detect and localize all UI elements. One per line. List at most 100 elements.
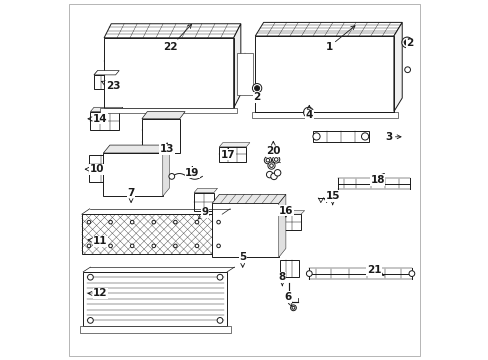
Text: 6: 6 [284,292,291,306]
Text: 18: 18 [370,174,384,185]
Bar [80,326,230,333]
Circle shape [404,67,409,73]
Text: 19: 19 [185,167,199,178]
Polygon shape [393,22,402,112]
Circle shape [312,133,320,140]
Polygon shape [142,112,185,119]
Bar [81,214,222,254]
Polygon shape [94,71,119,75]
Polygon shape [282,211,304,214]
Polygon shape [104,24,240,38]
Polygon shape [194,188,217,193]
Circle shape [87,244,91,248]
Polygon shape [255,22,402,36]
Text: 1: 1 [325,26,354,52]
Circle shape [291,306,294,309]
Bar [104,38,233,108]
Text: 5: 5 [239,252,246,267]
Bar [103,153,163,196]
Circle shape [87,220,91,224]
Bar [279,260,298,277]
Bar [262,86,286,103]
Bar [194,193,213,211]
Bar [142,119,179,153]
Circle shape [408,271,414,276]
Polygon shape [163,145,169,196]
Text: 12: 12 [88,288,107,298]
Text: 13: 13 [160,143,174,154]
Bar [236,53,253,95]
Circle shape [401,37,412,48]
Circle shape [306,271,311,276]
Circle shape [270,173,277,180]
Polygon shape [112,148,117,182]
Circle shape [303,107,313,117]
Bar [110,81,130,101]
Polygon shape [233,24,240,108]
Bar [104,38,233,108]
Text: 22: 22 [163,24,191,52]
Bar [83,272,227,326]
Bar [210,81,229,101]
Text: 21: 21 [366,265,384,276]
Polygon shape [278,194,285,257]
Text: 20: 20 [265,141,280,156]
Circle shape [216,220,220,224]
Text: 7: 7 [127,188,135,202]
Bar [282,214,301,230]
Text: 11: 11 [88,236,107,246]
Polygon shape [219,143,249,147]
Circle shape [217,274,223,280]
Circle shape [269,164,273,167]
Text: 15: 15 [325,191,339,204]
Circle shape [108,220,112,224]
Bar [255,36,393,112]
Bar [255,36,393,112]
Text: 16: 16 [278,206,292,217]
Circle shape [216,244,220,248]
Circle shape [152,220,155,224]
Text: 2: 2 [253,92,260,102]
Circle shape [87,274,93,280]
Polygon shape [103,145,169,153]
Bar [312,131,368,142]
Text: 9: 9 [198,207,208,219]
Text: 8: 8 [278,272,285,285]
Text: 14: 14 [88,114,107,124]
Polygon shape [90,107,122,112]
Circle shape [265,158,269,162]
Circle shape [130,220,134,224]
Circle shape [195,220,199,224]
Circle shape [108,244,112,248]
Bar [219,147,246,162]
Circle shape [152,244,155,248]
Bar [101,108,237,113]
Circle shape [274,158,277,161]
Circle shape [130,244,134,248]
Circle shape [404,40,409,45]
Circle shape [254,86,259,91]
Circle shape [264,157,271,164]
Circle shape [173,244,177,248]
Circle shape [274,170,280,176]
Circle shape [217,318,223,323]
Circle shape [267,162,275,169]
Bar [90,112,119,130]
Circle shape [173,220,177,224]
Bar [251,112,397,118]
Circle shape [252,84,261,93]
Circle shape [195,244,199,248]
Text: 23: 23 [101,81,120,91]
Circle shape [168,174,174,179]
Circle shape [305,110,310,115]
Circle shape [361,133,368,140]
Bar [94,75,115,89]
Text: 17: 17 [221,149,235,160]
Circle shape [290,305,296,311]
Text: 3: 3 [384,132,400,142]
Text: 10: 10 [85,164,104,174]
Text: 4: 4 [305,105,312,120]
Circle shape [266,171,272,178]
Text: 2: 2 [406,38,413,48]
Circle shape [87,318,93,323]
